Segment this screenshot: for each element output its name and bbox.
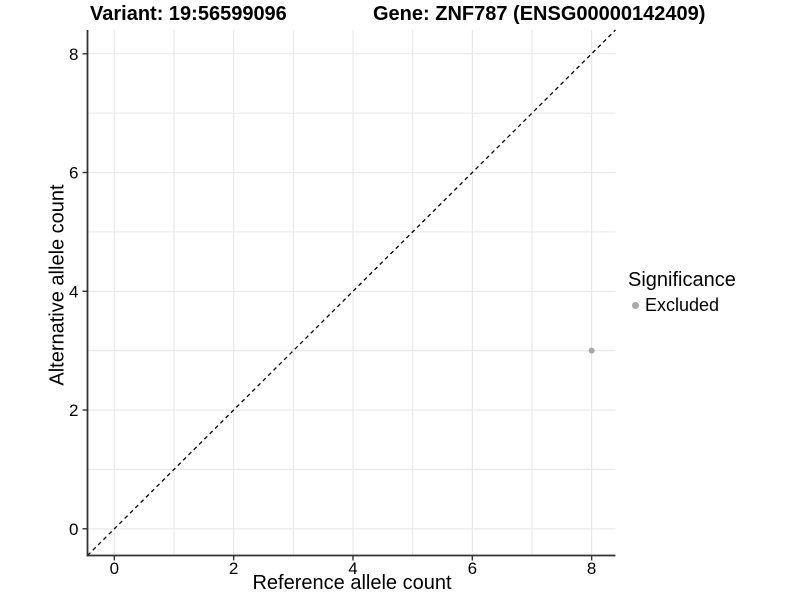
excluded-point-icon: [632, 302, 639, 310]
plot-title-gene: Gene: ZNF787 (ENSG00000142409): [373, 3, 706, 25]
data-point: [588, 347, 595, 354]
legend-title: Significance: [628, 269, 736, 291]
legend-item-excluded: Excluded: [628, 295, 736, 317]
identity-line: [87, 29, 616, 556]
legend: Significance Excluded: [628, 268, 736, 317]
x-tick-label: 2: [229, 559, 238, 578]
y-tick-label: 0: [69, 520, 78, 539]
legend-item-label: Excluded: [645, 295, 720, 315]
x-tick-label: 8: [587, 559, 596, 578]
x-tick-label: 6: [468, 559, 477, 578]
y-tick-label: 8: [69, 45, 78, 64]
y-tick-label: 4: [69, 282, 78, 301]
y-tick-label: 6: [69, 164, 78, 183]
y-tick-label: 2: [69, 401, 78, 420]
x-axis-title: Reference allele count: [252, 572, 452, 594]
plot-title-variant: Variant: 19:56599096: [90, 3, 287, 25]
x-tick-label: 4: [348, 559, 357, 578]
y-axis-title: Alternative allele count: [46, 184, 69, 386]
x-tick-label: 0: [110, 559, 119, 578]
